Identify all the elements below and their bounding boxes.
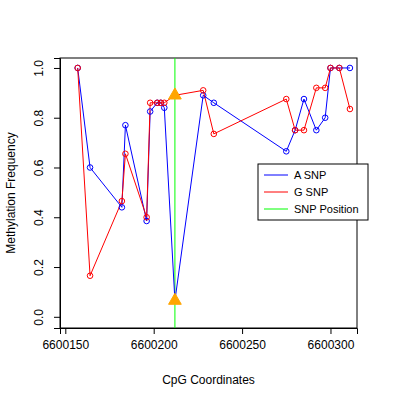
- y-tick-label: 0.0: [32, 309, 46, 326]
- data-point: [200, 88, 206, 94]
- y-tick-mark: [54, 167, 60, 168]
- data-point: [87, 165, 93, 171]
- y-tick-label: 1.0: [32, 60, 46, 77]
- x-axis: 6600150 6600200 6600250 6600300: [42, 328, 357, 352]
- y-tick-label: 0.2: [32, 259, 46, 276]
- data-point: [314, 127, 320, 133]
- legend-swatch: [264, 192, 288, 193]
- legend-label: G SNP: [294, 186, 328, 198]
- y-tick-mark: [54, 317, 60, 318]
- data-point: [328, 65, 334, 71]
- data-point: [347, 65, 353, 71]
- data-point: [147, 100, 153, 106]
- data-point: [123, 151, 129, 157]
- x-tick-label: 6600250: [219, 338, 266, 352]
- data-point: [292, 127, 298, 133]
- snp-marker: [169, 293, 182, 304]
- x-tick-label: 6600150: [42, 338, 89, 352]
- y-tick-label: 0.6: [32, 159, 46, 176]
- data-point: [301, 127, 307, 133]
- legend: A SNP G SNP SNP Position: [258, 164, 368, 220]
- legend-label: SNP Position: [294, 203, 359, 215]
- data-point: [283, 149, 289, 155]
- y-axis-line: [54, 59, 61, 329]
- y-tick-label: 0.4: [32, 209, 46, 226]
- data-point: [314, 85, 320, 91]
- y-axis-title: Methylation Frequency: [4, 132, 18, 253]
- legend-box: [258, 164, 368, 220]
- data-point: [283, 96, 289, 102]
- y-tick: 0.8: [32, 110, 60, 127]
- x-tick: 6600150: [42, 328, 89, 352]
- x-axis-line: [61, 329, 358, 335]
- data-point: [328, 65, 334, 71]
- x-tick: 6600200: [131, 328, 178, 352]
- data-point: [123, 122, 129, 128]
- data-point: [337, 65, 343, 71]
- y-tick-label: 0.8: [32, 110, 46, 127]
- data-point: [337, 65, 343, 71]
- y-tick: 0.2: [32, 259, 60, 276]
- y-tick: 1.0: [32, 60, 60, 77]
- x-tick-mark: [65, 328, 66, 334]
- y-tick-mark: [54, 118, 60, 119]
- data-point: [119, 198, 125, 204]
- legend-label: A SNP: [294, 169, 326, 181]
- plot-frame: [60, 58, 357, 328]
- data-point: [75, 65, 81, 71]
- x-tick-mark: [154, 328, 155, 334]
- legend-swatch: [264, 175, 288, 176]
- data-point: [292, 127, 298, 133]
- data-point: [147, 109, 153, 115]
- legend-swatch: [264, 209, 288, 210]
- data-point: [75, 65, 81, 71]
- data-point: [211, 131, 217, 137]
- data-point: [87, 273, 93, 279]
- chart: 6600150 6600200 6600250 6600300 0.0 0.2 0.4 0.6…: [0, 0, 400, 400]
- y-tick: 0.4: [32, 209, 60, 226]
- y-tick: 0.6: [32, 159, 60, 176]
- data-point: [322, 85, 328, 91]
- data-point: [347, 106, 353, 112]
- data-point: [322, 115, 328, 121]
- series-line: [78, 68, 350, 276]
- y-tick-mark: [54, 217, 60, 218]
- x-tick-mark: [330, 328, 331, 334]
- data-point: [119, 205, 125, 211]
- x-tick: 6600300: [308, 328, 355, 352]
- data-point: [162, 100, 168, 106]
- x-tick-mark: [242, 328, 243, 334]
- x-axis-title: CpG Coordinates: [162, 373, 255, 387]
- data-point: [144, 214, 150, 220]
- data-point: [301, 96, 307, 102]
- x-tick: 6600250: [219, 328, 266, 352]
- x-tick-label: 6600200: [131, 338, 178, 352]
- y-axis: 0.0 0.2 0.4 0.6 0.8 1.0: [32, 59, 61, 329]
- y-tick-mark: [54, 68, 60, 69]
- plot-area: [75, 58, 353, 328]
- data-point: [211, 100, 217, 106]
- snp-marker: [169, 88, 182, 99]
- y-tick: 0.0: [32, 309, 60, 326]
- y-tick-mark: [54, 267, 60, 268]
- x-tick-label: 6600300: [308, 338, 355, 352]
